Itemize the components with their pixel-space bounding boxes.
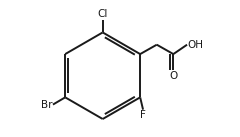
- Text: Cl: Cl: [97, 9, 108, 19]
- Text: O: O: [169, 71, 177, 81]
- Text: F: F: [140, 110, 146, 120]
- Text: Br: Br: [41, 100, 52, 110]
- Text: OH: OH: [188, 40, 204, 50]
